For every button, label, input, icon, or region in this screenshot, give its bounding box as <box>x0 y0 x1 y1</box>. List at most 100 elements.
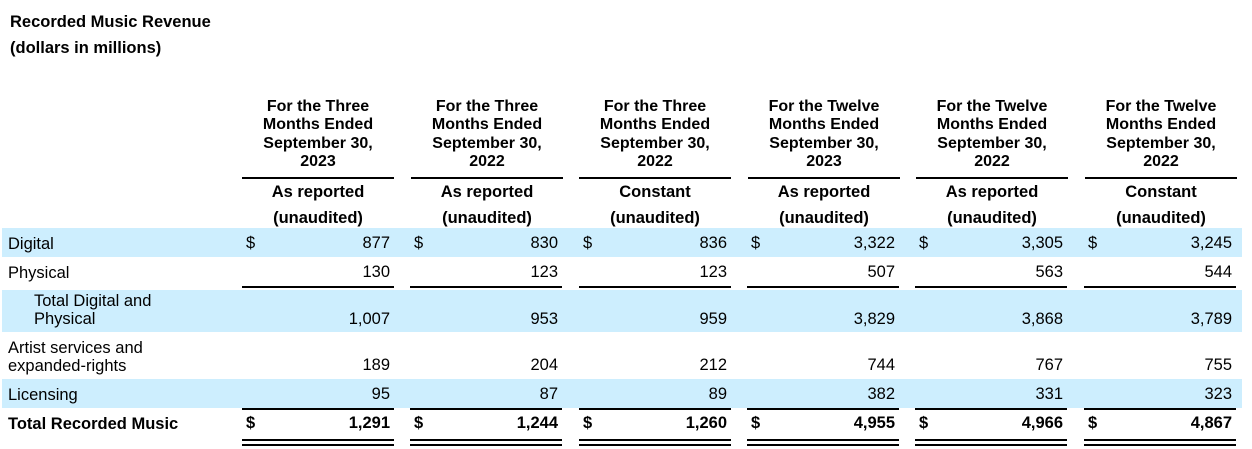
value-cell: 959 <box>699 310 727 328</box>
total-double-rule <box>410 439 562 446</box>
column-header-line: September 30, <box>1106 134 1216 152</box>
column-header-line: Months Ended <box>262 116 374 134</box>
value-cell: 836 <box>699 234 727 252</box>
value-cell: 189 <box>362 356 390 374</box>
column-header-line: 2023 <box>806 153 842 171</box>
column-header-line: September 30, <box>769 134 879 152</box>
value-cell: 1,244 <box>516 414 558 432</box>
column-basis: As reported (unaudited) <box>411 177 563 229</box>
row-label: Total Recorded Music <box>8 415 178 433</box>
value-cell: 1,291 <box>348 414 390 432</box>
subtotal-rule <box>410 408 562 410</box>
row-label-line: Artist services and <box>8 339 143 357</box>
total-double-rule <box>242 439 394 446</box>
subtotal-rule <box>915 408 1067 410</box>
audit-label: (unaudited) <box>947 209 1037 227</box>
subtotal-rule <box>579 408 731 410</box>
value-cell: 130 <box>362 263 390 281</box>
subtotal-rule <box>242 286 394 288</box>
currency-symbol: $ <box>1088 234 1098 252</box>
value-cell: 3,868 <box>1021 310 1063 328</box>
value-cell: 95 <box>371 385 390 403</box>
audit-label: (unaudited) <box>442 209 532 227</box>
value-cell: 123 <box>699 263 727 281</box>
value-cell: 323 <box>1204 385 1232 403</box>
total-double-rule <box>747 439 899 446</box>
total-double-rule <box>915 439 1067 446</box>
row-label-line: Digital <box>8 235 54 253</box>
currency-symbol: $ <box>751 414 761 432</box>
column-header: For the Twelve Months Ended September 30, 2… <box>1085 98 1237 172</box>
column-header-line: For the Twelve <box>768 98 880 115</box>
value-cell: 544 <box>1204 263 1232 281</box>
column-header-line: Months Ended <box>431 116 543 134</box>
value-cell: 382 <box>867 385 895 403</box>
value-cell: 3,829 <box>853 310 895 328</box>
row-label-line: Physical <box>8 264 70 282</box>
column-basis: As reported (unaudited) <box>916 177 1068 229</box>
column-header: For the Three Months Ended September 30, 20… <box>242 98 394 172</box>
value-cell: 3,322 <box>853 234 895 252</box>
column-header-line: 2022 <box>637 153 673 171</box>
currency-symbol: $ <box>919 234 929 252</box>
total-double-rule <box>579 439 731 446</box>
value-cell: 204 <box>530 356 558 374</box>
value-cell: 331 <box>1035 385 1063 403</box>
value-cell: 953 <box>530 310 558 328</box>
row-label-line: Total Recorded Music <box>8 415 179 433</box>
column-header-line: September 30, <box>263 134 373 152</box>
value-cell: 3,305 <box>1021 234 1063 252</box>
column-header-line: For the Three <box>266 98 370 115</box>
column-header-line: Months Ended <box>599 116 711 134</box>
value-cell: 830 <box>530 234 558 252</box>
column-header: For the Twelve Months Ended September 30, 2… <box>748 98 900 172</box>
column-header-line: Months Ended <box>936 116 1048 134</box>
value-cell: 507 <box>867 263 895 281</box>
currency-symbol: $ <box>246 414 256 432</box>
column-header-line: 2022 <box>974 153 1010 171</box>
column-header-line: 2023 <box>300 153 336 171</box>
column-basis: Constant (unaudited) <box>1085 177 1237 229</box>
subtotal-rule <box>410 286 562 288</box>
row-label-line: Physical <box>34 310 96 328</box>
basis-label: Constant <box>619 183 691 201</box>
column-header-line: For the Three <box>603 98 707 115</box>
value-cell: 89 <box>708 385 727 403</box>
column-header-line: September 30, <box>937 134 1047 152</box>
basis-label: As reported <box>777 183 871 201</box>
column-header-line: Months Ended <box>768 116 880 134</box>
value-cell: 123 <box>530 263 558 281</box>
value-cell: 87 <box>539 385 558 403</box>
value-cell: 1,007 <box>348 310 390 328</box>
column-header-line: Months Ended <box>1105 116 1217 134</box>
value-cell: 767 <box>1035 356 1063 374</box>
audit-label: (unaudited) <box>273 209 363 227</box>
subtotal-rule <box>915 286 1067 288</box>
value-cell: 4,867 <box>1190 414 1232 432</box>
column-header: For the Three Months Ended September 30, 20… <box>579 98 731 172</box>
column-header-line: September 30, <box>432 134 542 152</box>
subtotal-rule <box>1084 286 1236 288</box>
value-cell: 563 <box>1035 263 1063 281</box>
audit-label: (unaudited) <box>1116 209 1206 227</box>
row-label: Digital <box>8 235 54 253</box>
subtotal-rule <box>747 408 899 410</box>
value-cell: 4,955 <box>853 414 895 432</box>
column-header-line: For the Twelve <box>936 98 1048 115</box>
value-cell: 4,966 <box>1021 414 1063 432</box>
row-label: Physical <box>8 264 69 282</box>
value-cell: 1,260 <box>685 414 727 432</box>
row-label: Artist services and expanded-rights <box>8 339 143 375</box>
value-cell: 3,245 <box>1190 234 1232 252</box>
currency-symbol: $ <box>751 234 761 252</box>
basis-label: As reported <box>945 183 1039 201</box>
column-header: For the Twelve Months Ended September 30, 2… <box>916 98 1068 172</box>
currency-symbol: $ <box>583 414 593 432</box>
basis-label: Constant <box>1125 183 1197 201</box>
row-label-line: expanded-rights <box>8 357 127 375</box>
column-basis: As reported (unaudited) <box>242 177 394 229</box>
column-header-line: September 30, <box>600 134 710 152</box>
column-header-line: 2022 <box>1143 153 1179 171</box>
currency-symbol: $ <box>1088 414 1098 432</box>
row-label-line: Total Digital and <box>34 292 152 310</box>
